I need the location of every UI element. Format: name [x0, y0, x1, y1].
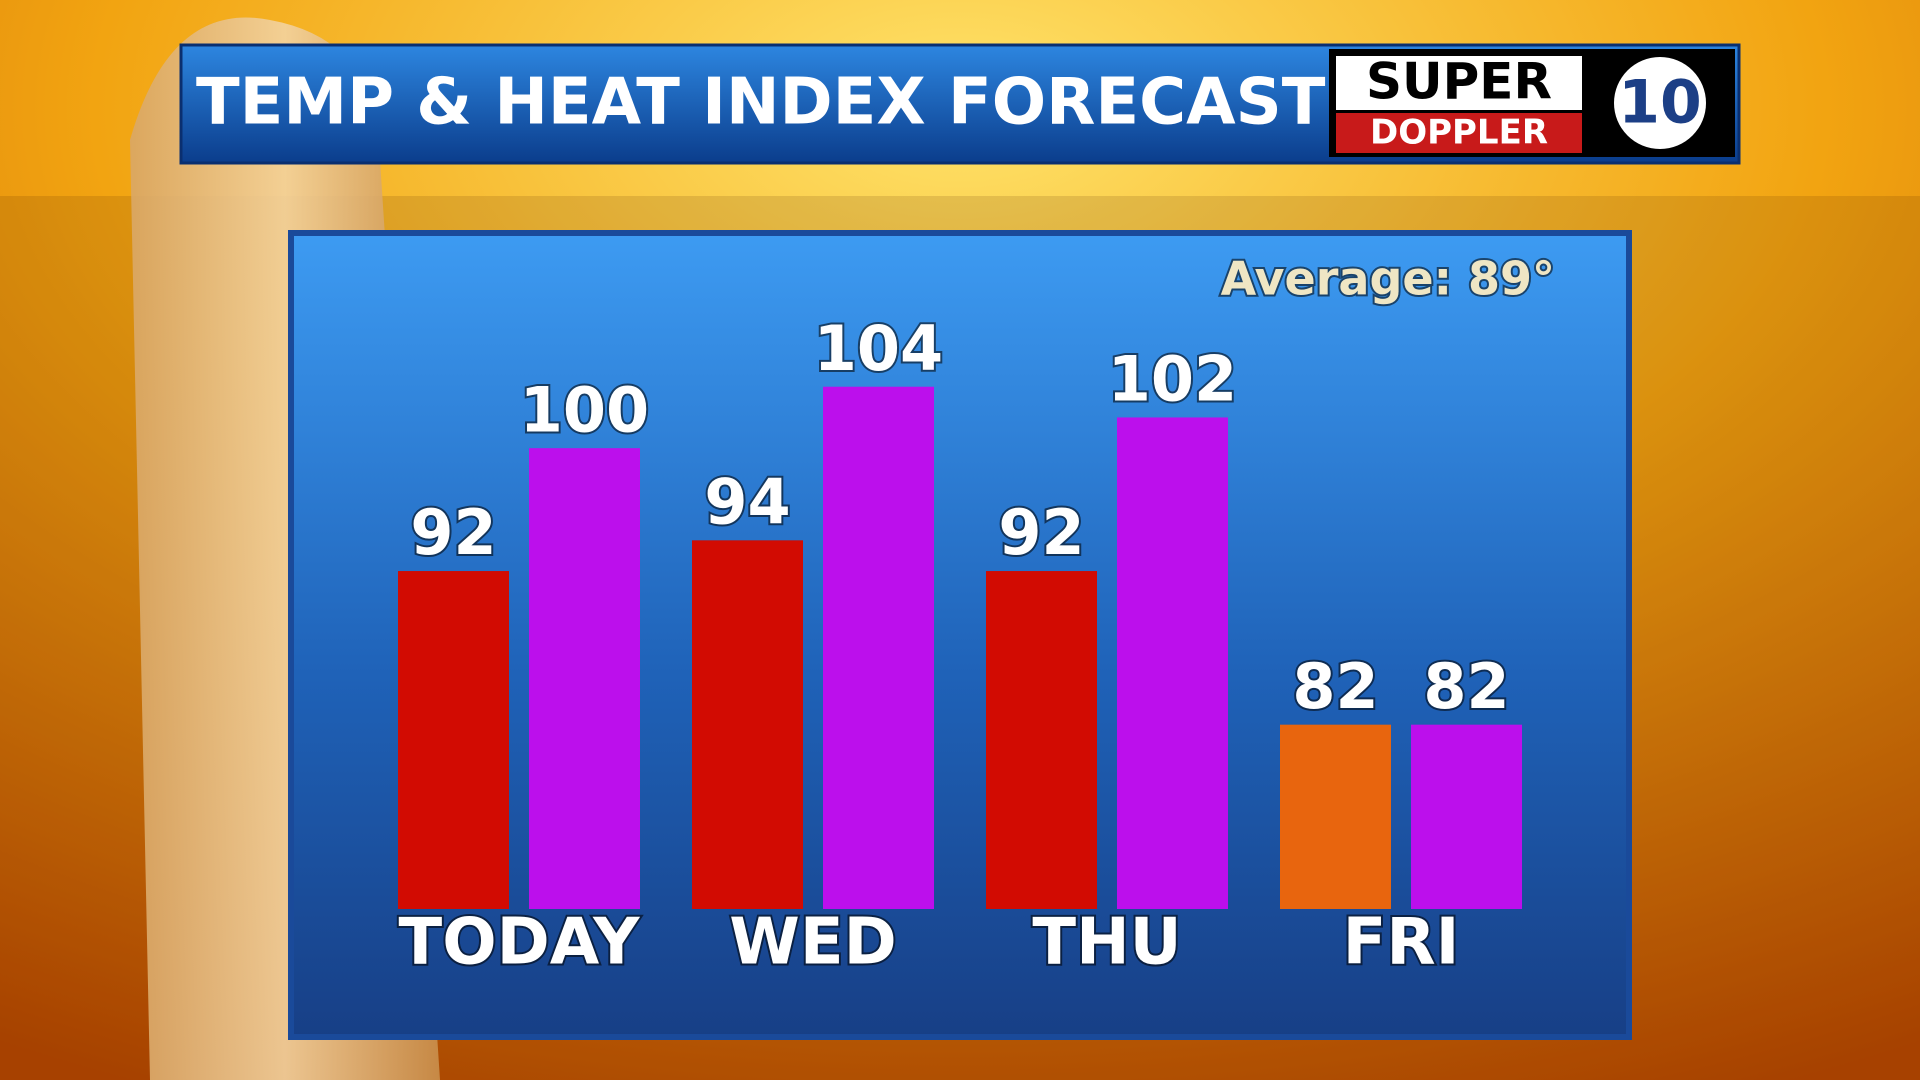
bar [986, 571, 1097, 909]
value-label: 82 [1423, 650, 1509, 723]
chart-title: TEMP & HEAT INDEX FORECAST [196, 66, 1326, 140]
bar [529, 448, 640, 909]
logo-number: 10 [1618, 68, 1702, 138]
bar [823, 386, 934, 909]
bar [398, 571, 509, 909]
x-tick-label: TODAY [399, 906, 641, 980]
value-label: 100 [520, 373, 649, 446]
x-tick-label: WED [729, 906, 896, 980]
bar [1280, 724, 1391, 909]
logo-super-box [1336, 56, 1582, 110]
x-tick-label: THU [1032, 906, 1181, 980]
logo-super: SUPER [1366, 53, 1552, 111]
bar [692, 540, 803, 909]
value-label: 92 [998, 496, 1084, 569]
value-label: 102 [1108, 343, 1237, 416]
value-label: 92 [410, 496, 496, 569]
average-annotation: Average: 89° [1221, 252, 1555, 306]
bar [1117, 417, 1228, 909]
x-tick-label: FRI [1343, 906, 1460, 980]
value-label: 94 [704, 465, 790, 538]
bar [1411, 724, 1522, 909]
logo-doppler: DOPPLER [1370, 113, 1548, 153]
value-label: 104 [814, 312, 943, 385]
logo-doppler-box [1336, 113, 1582, 153]
value-label: 82 [1292, 650, 1378, 723]
logo-circle [1614, 57, 1706, 149]
chart-panel [288, 230, 1632, 1040]
